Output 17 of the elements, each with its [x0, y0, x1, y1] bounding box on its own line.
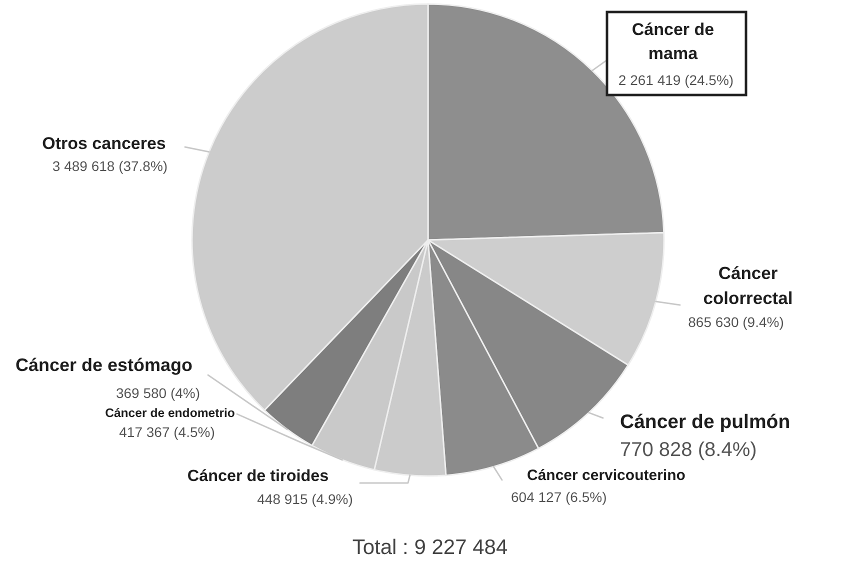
data-label: 604 127 (6.5%) — [511, 489, 607, 505]
data-label: 448 915 (4.9%) — [257, 491, 353, 507]
data-label: 417 367 (4.5%) — [119, 424, 215, 440]
data-label: 3 489 618 (37.8%) — [52, 158, 168, 174]
data-label: 865 630 (9.4%) — [688, 314, 784, 330]
text: Total : 9 227 484 — [351, 535, 509, 561]
slice-label: Cáncer de endometrio — [105, 406, 236, 420]
slice-label: Otros canceres — [42, 134, 166, 152]
slice-label: Cáncer cervicouterino — [527, 466, 686, 484]
slice-label: Cáncer de pulmón — [620, 411, 790, 433]
data-label: 2 261 419 (24.5%) — [618, 72, 734, 88]
slice-label: Cáncer de estómago — [15, 355, 193, 375]
data-label: 770 828 (8.4%) — [620, 439, 757, 461]
data-label: 369 580 (4%) — [116, 385, 200, 401]
slice-label: Cáncer de tiroides — [187, 467, 329, 485]
slice-label: Cáncer colorrectal — [703, 263, 793, 308]
slice-label: Cáncer de mama — [632, 20, 714, 62]
